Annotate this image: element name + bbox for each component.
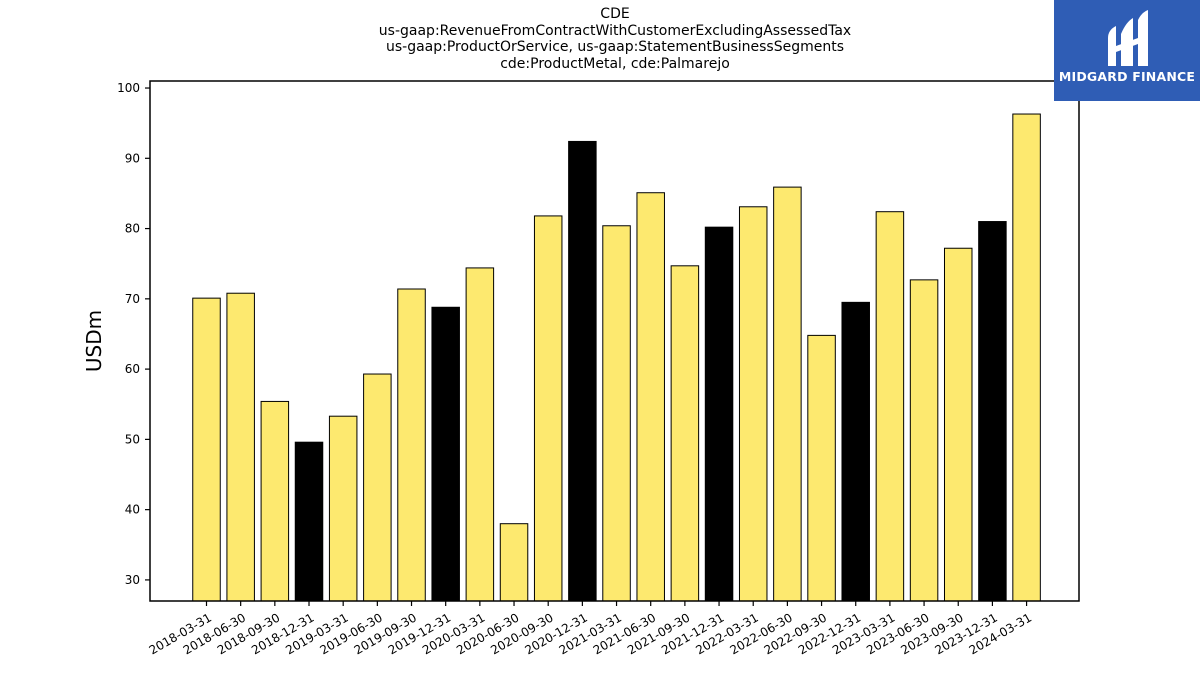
y-tick-label: 90 [125,151,140,165]
bar-2018-06-30 [226,292,255,602]
bar-2018-03-31 [192,297,221,602]
bar-2019-09-30 [397,288,426,602]
bar-2018-12-31 [294,441,324,602]
bar-2022-06-30 [773,186,802,602]
y-tick-label: 50 [125,432,140,446]
bar-2023-06-30 [909,279,939,602]
y-tick-label: 60 [125,362,140,376]
title-line-company: CDE [600,6,630,22]
midgard-logo-icon [1108,10,1148,66]
bar-2022-12-31 [841,301,870,602]
bar-2023-12-31 [978,221,1007,602]
title-line-concept: us-gaap:RevenueFromContractWithCustomerE… [378,22,852,39]
chart-title: CDE us-gaap:RevenueFromContractWithCusto… [0,6,1200,72]
bar-2020-12-31 [568,140,597,602]
bar-2019-03-31 [328,415,358,602]
bar-2020-06-30 [499,523,529,602]
bar-2022-09-30 [807,334,836,602]
bar-2021-03-31 [602,225,631,602]
bar-2019-06-30 [363,373,392,602]
bar-2023-03-31 [875,211,905,602]
bar-2020-09-30 [533,215,563,602]
logo-text: MIDGARD FINANCE [1058,69,1196,84]
y-tick-label: 100 [117,81,140,95]
y-tick-label: 30 [125,573,140,587]
bar-2020-03-31 [465,267,495,602]
bars-group [192,113,1041,602]
y-axis-label: USDm [82,310,106,372]
title-line-members: cde:ProductMetal, cde:Palmarejo [500,55,730,72]
bar-2018-09-30 [260,400,290,602]
plot-frame [149,80,1080,602]
y-axis: 30 40 50 60 70 80 90 100 [117,81,150,587]
y-tick-label: 70 [125,292,140,306]
brand-logo: MIDGARD FINANCE [1054,0,1200,101]
title-line-axes: us-gaap:ProductOrService, us-gaap:Statem… [385,39,844,55]
bar-2021-09-30 [670,265,700,602]
y-tick-label: 80 [125,222,140,236]
y-tick-label: 40 [125,503,140,517]
bar-2022-03-31 [738,206,768,602]
bar-2024-03-31 [1012,113,1041,602]
bar-2021-12-31 [704,226,734,602]
x-axis: 2018-03-312018-06-302018-09-302018-12-31… [147,601,1034,657]
bar-2019-12-31 [431,306,460,602]
bar-2023-09-30 [943,247,973,602]
bar-2021-06-30 [636,192,665,602]
